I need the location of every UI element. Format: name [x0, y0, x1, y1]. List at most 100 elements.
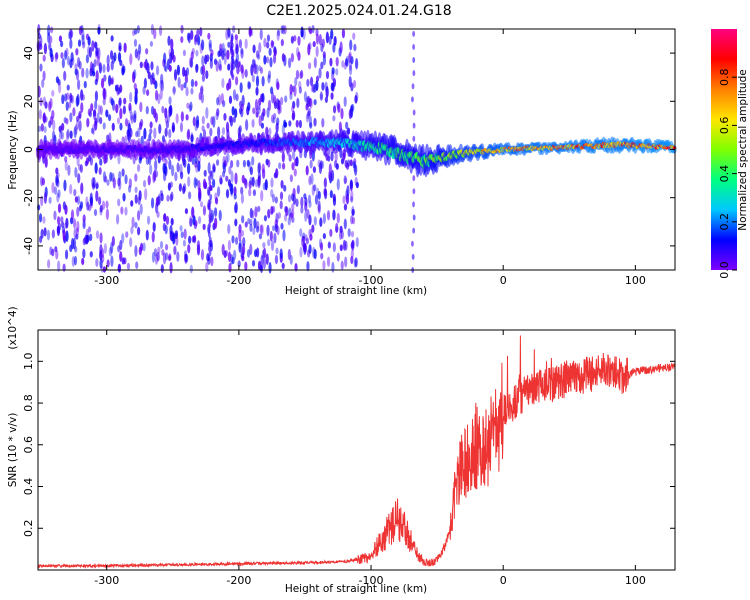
spectral-cell — [55, 76, 60, 84]
spectral-cell — [341, 60, 345, 68]
spectral-cell — [214, 217, 218, 229]
spectral-cell — [296, 184, 300, 195]
spectral-cell — [331, 261, 335, 273]
spectral-cell — [267, 239, 271, 247]
spectral-cell — [259, 67, 264, 74]
x-tick-label: 100 — [625, 574, 646, 587]
spectral-cell — [309, 233, 313, 241]
spectral-cell — [291, 162, 295, 171]
spectral-cell — [191, 235, 195, 243]
spectral-cell — [110, 78, 114, 85]
spectral-cell — [143, 61, 147, 69]
spectral-cell — [260, 190, 264, 202]
spectral-cell — [200, 86, 204, 94]
spectral-cell — [108, 75, 112, 87]
spectral-cell — [346, 185, 350, 197]
spectral-cell — [81, 257, 85, 266]
spectral-cell — [229, 159, 234, 168]
colorbar-tick-label: 0.8 — [718, 68, 731, 86]
y-tick-label: -40 — [22, 237, 35, 255]
spectral-cell — [51, 182, 55, 194]
spectral-cell — [93, 209, 98, 217]
spectral-cell — [179, 121, 184, 133]
spectral-cell — [258, 115, 262, 127]
spectral-cell — [207, 189, 211, 196]
spectral-cell — [38, 125, 42, 132]
spectral-cell — [205, 261, 209, 273]
spectral-cell — [287, 248, 291, 261]
spectral-cell — [210, 116, 214, 126]
spectral-cell — [56, 172, 60, 179]
spectral-cell — [208, 212, 212, 219]
spectral-cell — [66, 128, 70, 139]
spectral-cell — [411, 83, 415, 90]
spectrogram-marks — [35, 23, 677, 274]
spectral-cell — [89, 233, 93, 242]
spectral-cell — [63, 70, 67, 82]
spectral-cell — [332, 209, 336, 221]
spectral-cell — [169, 194, 173, 202]
spectral-cell — [55, 249, 59, 260]
y-tick-label: 40 — [22, 46, 35, 60]
spectral-cell — [160, 73, 164, 85]
spectral-cell — [274, 196, 278, 204]
spectral-cell — [223, 250, 227, 258]
spectral-cell — [56, 225, 61, 237]
spectral-cell — [307, 194, 312, 204]
spectral-cell — [280, 222, 284, 230]
spectral-cell — [271, 40, 275, 48]
spectral-cell — [341, 28, 346, 39]
y-tick-label: -20 — [22, 189, 35, 207]
spectral-cell — [177, 76, 181, 88]
snr-y-ticks: 0.2 0.4 0.6 0.8 1.0 — [22, 353, 675, 537]
spectral-cell — [110, 97, 114, 106]
spectral-cell — [355, 91, 359, 102]
spectral-cell — [38, 109, 42, 120]
spectral-cell — [294, 158, 298, 167]
spectral-cell — [185, 114, 189, 121]
spectral-cell — [227, 223, 231, 235]
spectral-cell — [253, 217, 257, 229]
spectral-cell — [140, 135, 144, 146]
spectral-cell — [342, 152, 346, 161]
spectral-cell — [78, 25, 83, 36]
spectral-cell — [342, 195, 346, 204]
spectral-cell — [89, 201, 94, 209]
spectral-cell — [282, 229, 286, 242]
spectral-cell — [53, 186, 58, 195]
spectral-cell — [117, 177, 121, 187]
spectral-cell — [290, 52, 294, 63]
spectral-cell — [64, 160, 68, 171]
spectral-cell — [111, 235, 115, 247]
spectral-cell — [54, 246, 58, 253]
colorbar-tick-label: 0.4 — [718, 165, 731, 183]
x-tick-label: 0 — [500, 574, 507, 587]
spectral-cell — [227, 27, 231, 38]
spectral-cell — [180, 111, 184, 122]
spectral-cell — [153, 127, 157, 139]
spectral-cell — [246, 248, 251, 258]
spectral-cell — [154, 202, 159, 214]
spectral-cell — [100, 248, 105, 259]
spectral-cell — [291, 193, 295, 201]
spectral-cell — [113, 52, 117, 62]
spectral-cell — [87, 36, 91, 46]
spectral-cell — [292, 149, 296, 161]
spectral-cell — [70, 209, 75, 221]
spectral-cell — [172, 54, 176, 63]
spectral-cell — [257, 205, 261, 212]
spectral-cell — [246, 159, 250, 167]
spectral-cell — [92, 109, 97, 117]
spectral-cell — [270, 177, 274, 188]
spectral-cell — [145, 106, 149, 115]
spectral-cell — [281, 162, 286, 170]
spectral-cell — [202, 64, 206, 76]
spectral-cell — [127, 130, 132, 143]
spectral-cell — [284, 95, 288, 103]
spectral-cell — [62, 201, 66, 210]
spectral-cell — [51, 90, 55, 97]
spectral-cell — [89, 61, 94, 73]
spectral-cell — [77, 79, 81, 91]
spectral-cell — [325, 31, 329, 44]
spectral-cell — [189, 218, 193, 227]
